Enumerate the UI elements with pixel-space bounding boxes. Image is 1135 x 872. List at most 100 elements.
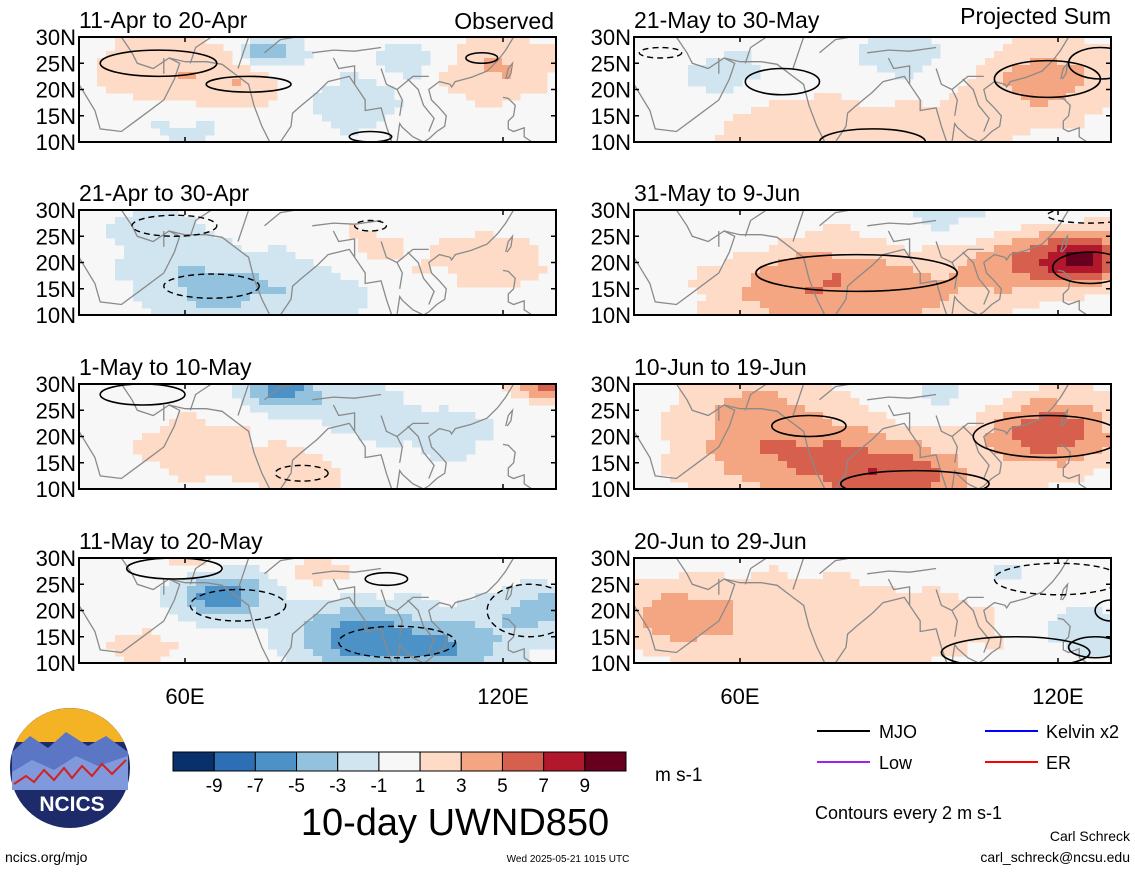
- field-cell: [313, 572, 323, 580]
- field-cell: [232, 440, 242, 448]
- field-cell: [769, 384, 779, 392]
- field-cell: [787, 398, 797, 406]
- field-cell: [841, 447, 851, 455]
- field-cell: [466, 426, 476, 434]
- lat-label: 30N: [591, 25, 631, 50]
- field-cell: [922, 433, 932, 441]
- field-cell: [985, 107, 995, 115]
- field-cell: [769, 579, 779, 587]
- field-cell: [313, 475, 323, 483]
- field-cell: [769, 600, 779, 608]
- field-cell: [661, 614, 671, 622]
- field-cell: [769, 656, 779, 663]
- field-cell: [277, 440, 287, 448]
- field-cell: [1012, 107, 1022, 115]
- field-cell: [760, 280, 770, 288]
- field-cell: [484, 656, 494, 663]
- field-cell: [661, 433, 671, 441]
- field-cell: [457, 607, 467, 615]
- mjo-contour: [818, 128, 927, 142]
- field-cell: [850, 252, 860, 260]
- field-cell: [394, 656, 404, 663]
- field-cell: [178, 287, 188, 295]
- field-cell: [1093, 635, 1103, 643]
- field-cell: [913, 447, 923, 455]
- field-cell: [169, 86, 179, 94]
- coastline: [407, 425, 435, 479]
- field-cell: [940, 642, 950, 650]
- field-cell: [787, 475, 797, 483]
- field-cell: [448, 656, 458, 663]
- mjo-contour: [163, 273, 260, 299]
- field-cell: [760, 287, 770, 295]
- field-cell: [850, 280, 860, 288]
- field-cell: [868, 628, 878, 636]
- field-cell: [1066, 433, 1076, 441]
- field-cell: [1021, 440, 1031, 448]
- field-cell: [841, 614, 851, 622]
- panel-title: 1-May to 10-May: [79, 354, 252, 380]
- field-cell: [1012, 294, 1022, 302]
- field-cell: [214, 238, 224, 246]
- field-cell: [1093, 426, 1103, 434]
- field-cell: [850, 586, 860, 594]
- field-cell: [403, 426, 413, 434]
- colorbar-swatch: [172, 751, 215, 772]
- field-cell: [115, 58, 125, 66]
- field-cell: [751, 135, 761, 142]
- field-cell: [913, 607, 923, 615]
- field-cell: [394, 245, 404, 253]
- field-cell: [904, 482, 914, 489]
- field-cell: [805, 454, 815, 462]
- field-cell: [439, 614, 449, 622]
- field-cell: [715, 280, 725, 288]
- field-cell: [448, 65, 458, 73]
- field-cell: [724, 72, 734, 80]
- field-cell: [778, 114, 788, 122]
- field-cell: [670, 600, 680, 608]
- lat-label: 15N: [591, 451, 631, 476]
- field-cell: [268, 266, 278, 274]
- field-cell: [187, 65, 197, 73]
- field-cell: [778, 635, 788, 643]
- field-cell: [493, 273, 503, 281]
- field-cell: [322, 93, 332, 101]
- field-cell: [250, 266, 260, 274]
- field-cell: [376, 384, 386, 392]
- lat-label: 15N: [36, 104, 76, 129]
- field-cell: [511, 58, 521, 66]
- field-cell: [511, 245, 521, 253]
- field-cell: [1003, 433, 1013, 441]
- field-cell: [895, 308, 905, 315]
- field-cell: [823, 635, 833, 643]
- field-cell: [412, 426, 422, 434]
- field-cell: [367, 231, 377, 239]
- field-cell: [1048, 114, 1058, 122]
- field-cell: [205, 454, 215, 462]
- field-cell: [304, 273, 314, 281]
- colorbar-swatch: [296, 751, 339, 772]
- field-cell: [385, 607, 395, 615]
- field-cell: [841, 280, 851, 288]
- field-cell: [259, 51, 269, 59]
- field-cell: [376, 607, 386, 615]
- mjo-contour: [274, 464, 329, 482]
- field-cell: [502, 642, 512, 650]
- lat-label: 20N: [591, 599, 631, 624]
- field-cell: [142, 649, 152, 657]
- field-cell: [823, 273, 833, 281]
- field-cell: [385, 238, 395, 246]
- field-cell: [877, 238, 887, 246]
- field-cell: [340, 280, 350, 288]
- field-cell: [466, 447, 476, 455]
- field-cell: [214, 79, 224, 87]
- field-cell: [214, 308, 224, 315]
- field-cell: [913, 628, 923, 636]
- field-cell: [895, 621, 905, 629]
- field-cell: [967, 259, 977, 267]
- field-cell: [1093, 607, 1103, 615]
- field-cell: [1048, 79, 1058, 87]
- field-cell: [895, 287, 905, 295]
- field-cell: [913, 44, 923, 52]
- field-cell: [643, 579, 653, 587]
